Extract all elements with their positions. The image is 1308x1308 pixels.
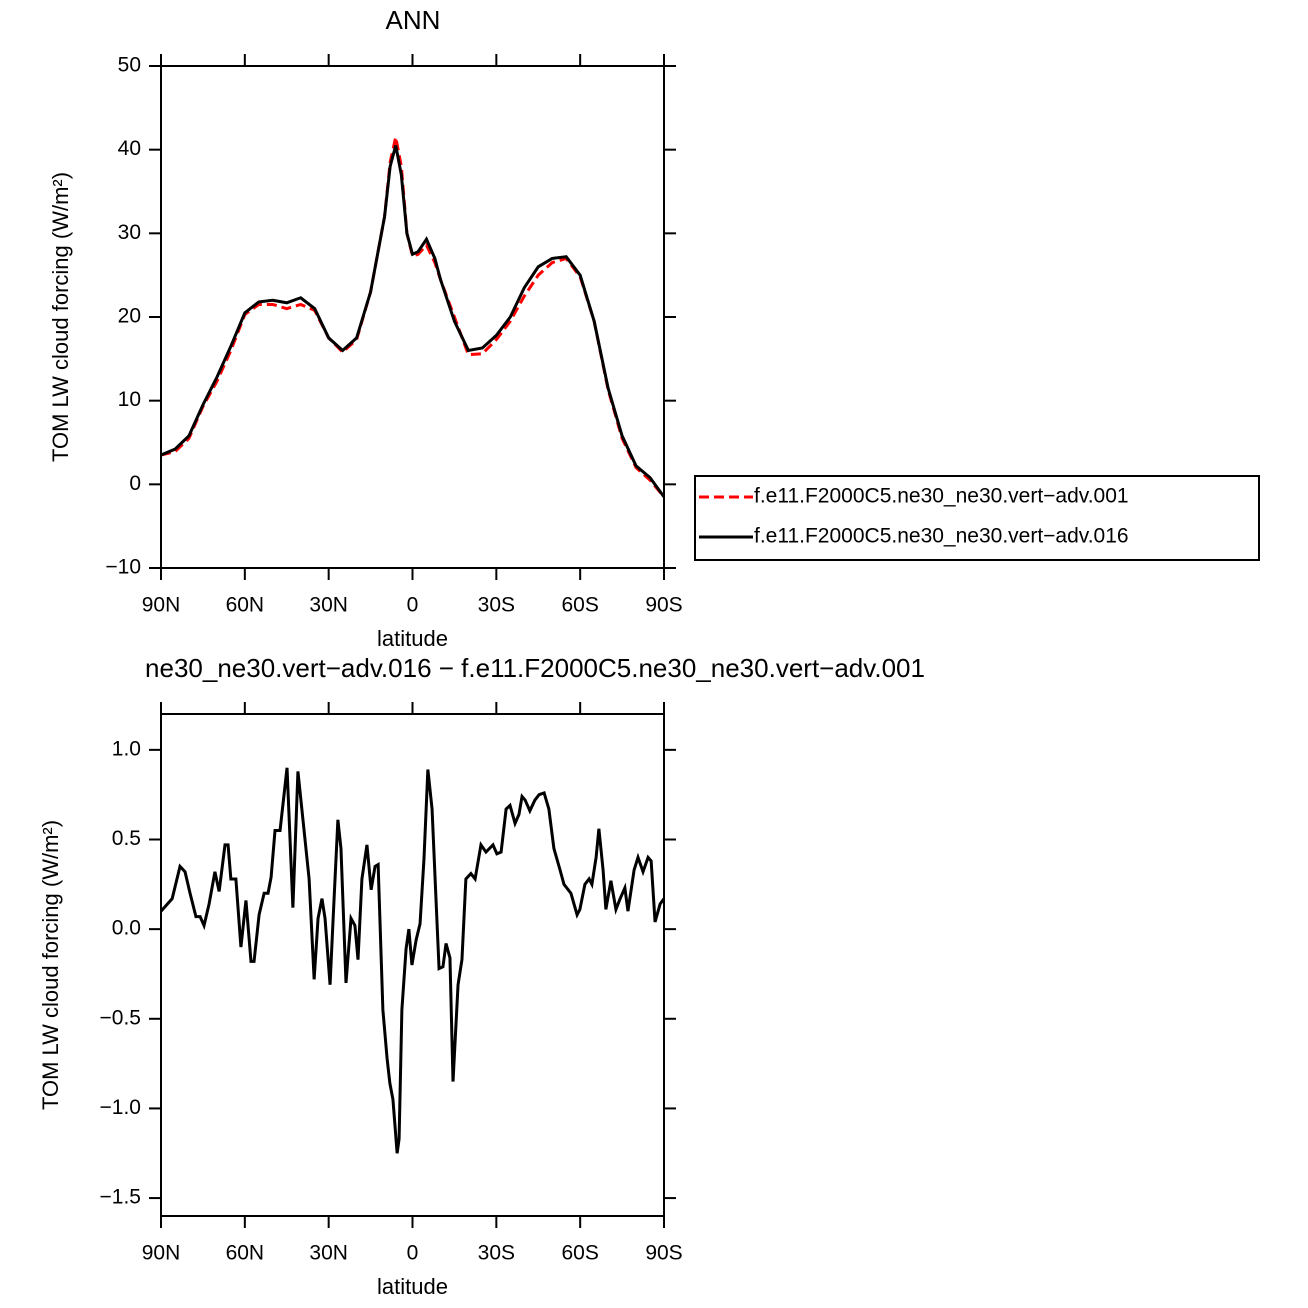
- series-line: [161, 767, 664, 1154]
- y-tick-label: 40: [118, 137, 141, 160]
- legend-label: f.e11.F2000C5.ne30_ne30.vert−adv.016: [754, 525, 1129, 548]
- y-tick-label: 50: [118, 54, 141, 77]
- x-tick-label: 90S: [645, 1242, 682, 1265]
- chart-title: ne30_ne30.vert−adv.016 − f.e11.F2000C5.n…: [145, 653, 925, 683]
- x-tick-label: 0: [407, 1242, 419, 1265]
- x-tick-label: 60S: [561, 594, 598, 617]
- x-tick-label: 30N: [309, 1242, 348, 1265]
- chart-title: ANN: [386, 5, 441, 35]
- legend-box: [694, 475, 1260, 561]
- y-axis-label: TOM LW cloud forcing (W/m²): [48, 172, 73, 462]
- y-tick-label: −10: [105, 556, 141, 579]
- x-tick-label: 60S: [561, 1242, 598, 1265]
- x-tick-label: 60N: [226, 1242, 265, 1265]
- y-tick-label: −1.0: [100, 1096, 141, 1119]
- x-tick-label: 60N: [226, 594, 265, 617]
- x-tick-label: 90N: [142, 594, 181, 617]
- plot-frame: [160, 713, 665, 1217]
- x-axis-label: latitude: [377, 1274, 448, 1299]
- x-tick-label: 30N: [309, 594, 348, 617]
- series-line: [161, 145, 664, 498]
- y-tick-label: 0.5: [112, 827, 141, 850]
- y-tick-label: 30: [118, 221, 141, 244]
- y-tick-label: 20: [118, 305, 141, 328]
- series-line: [161, 136, 664, 498]
- x-tick-label: 90S: [645, 594, 682, 617]
- x-tick-label: 30S: [478, 594, 515, 617]
- y-tick-label: 0: [129, 472, 141, 495]
- x-tick-label: 90N: [142, 1242, 181, 1265]
- y-tick-label: 1.0: [112, 737, 141, 760]
- x-tick-label: 0: [407, 594, 419, 617]
- y-tick-label: 10: [118, 388, 141, 411]
- y-axis-label: TOM LW cloud forcing (W/m²): [38, 820, 63, 1110]
- x-axis-label: latitude: [377, 626, 448, 651]
- plot-frame: [160, 65, 665, 569]
- legend-label: f.e11.F2000C5.ne30_ne30.vert−adv.001: [754, 485, 1129, 508]
- x-tick-label: 30S: [478, 1242, 515, 1265]
- y-tick-label: −0.5: [100, 1006, 141, 1029]
- y-tick-label: −1.5: [100, 1186, 141, 1209]
- y-tick-label: 0.0: [112, 917, 141, 940]
